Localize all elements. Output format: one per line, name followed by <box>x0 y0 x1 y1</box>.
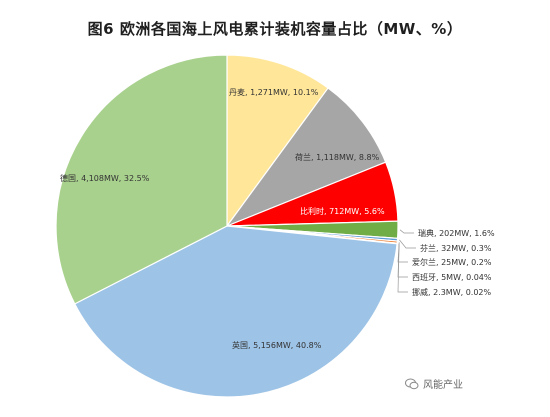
slice-label: 爱尔兰, 25MW, 0.2% <box>412 257 492 267</box>
slice-label: 丹麦, 1,271MW, 10.1% <box>229 87 319 97</box>
pie-slice <box>225 87 387 228</box>
leader-line <box>397 243 408 278</box>
watermark-text: 风能产业 <box>423 380 463 391</box>
wechat-icon <box>405 378 419 389</box>
slice-label: 挪威, 2.3MW, 0.02% <box>412 287 492 297</box>
leader-line <box>397 242 408 263</box>
slice-label: 比利时, 712MW, 5.6% <box>300 206 385 216</box>
pie-slices <box>55 54 399 398</box>
slice-label: 瑞典, 202MW, 1.6% <box>418 228 495 238</box>
leader-lines <box>397 229 416 293</box>
chart-title: 图6 欧洲各国海上风电累计装机容量占比（MW、%） <box>87 20 463 38</box>
slice-label: 荷兰, 1,118MW, 8.8% <box>295 152 380 162</box>
leader-line <box>399 229 414 234</box>
leader-line <box>399 239 416 249</box>
leader-line <box>397 243 408 293</box>
pie-slice <box>73 225 398 398</box>
pie-slice <box>55 54 228 305</box>
slice-label: 英国, 5,156MW, 40.8% <box>232 340 322 350</box>
pie-slice <box>226 54 329 228</box>
slice-label: 西班牙, 5MW, 0.04% <box>412 272 492 282</box>
slice-labels: 丹麦, 1,271MW, 10.1% 荷兰, 1,118MW, 8.8% 比利时, … <box>60 87 495 350</box>
slice-label: 德国, 4,108MW, 32.5% <box>60 173 150 183</box>
watermark: 风能产业 <box>405 376 463 391</box>
slice-label: 芬兰, 32MW, 0.3% <box>420 243 492 253</box>
